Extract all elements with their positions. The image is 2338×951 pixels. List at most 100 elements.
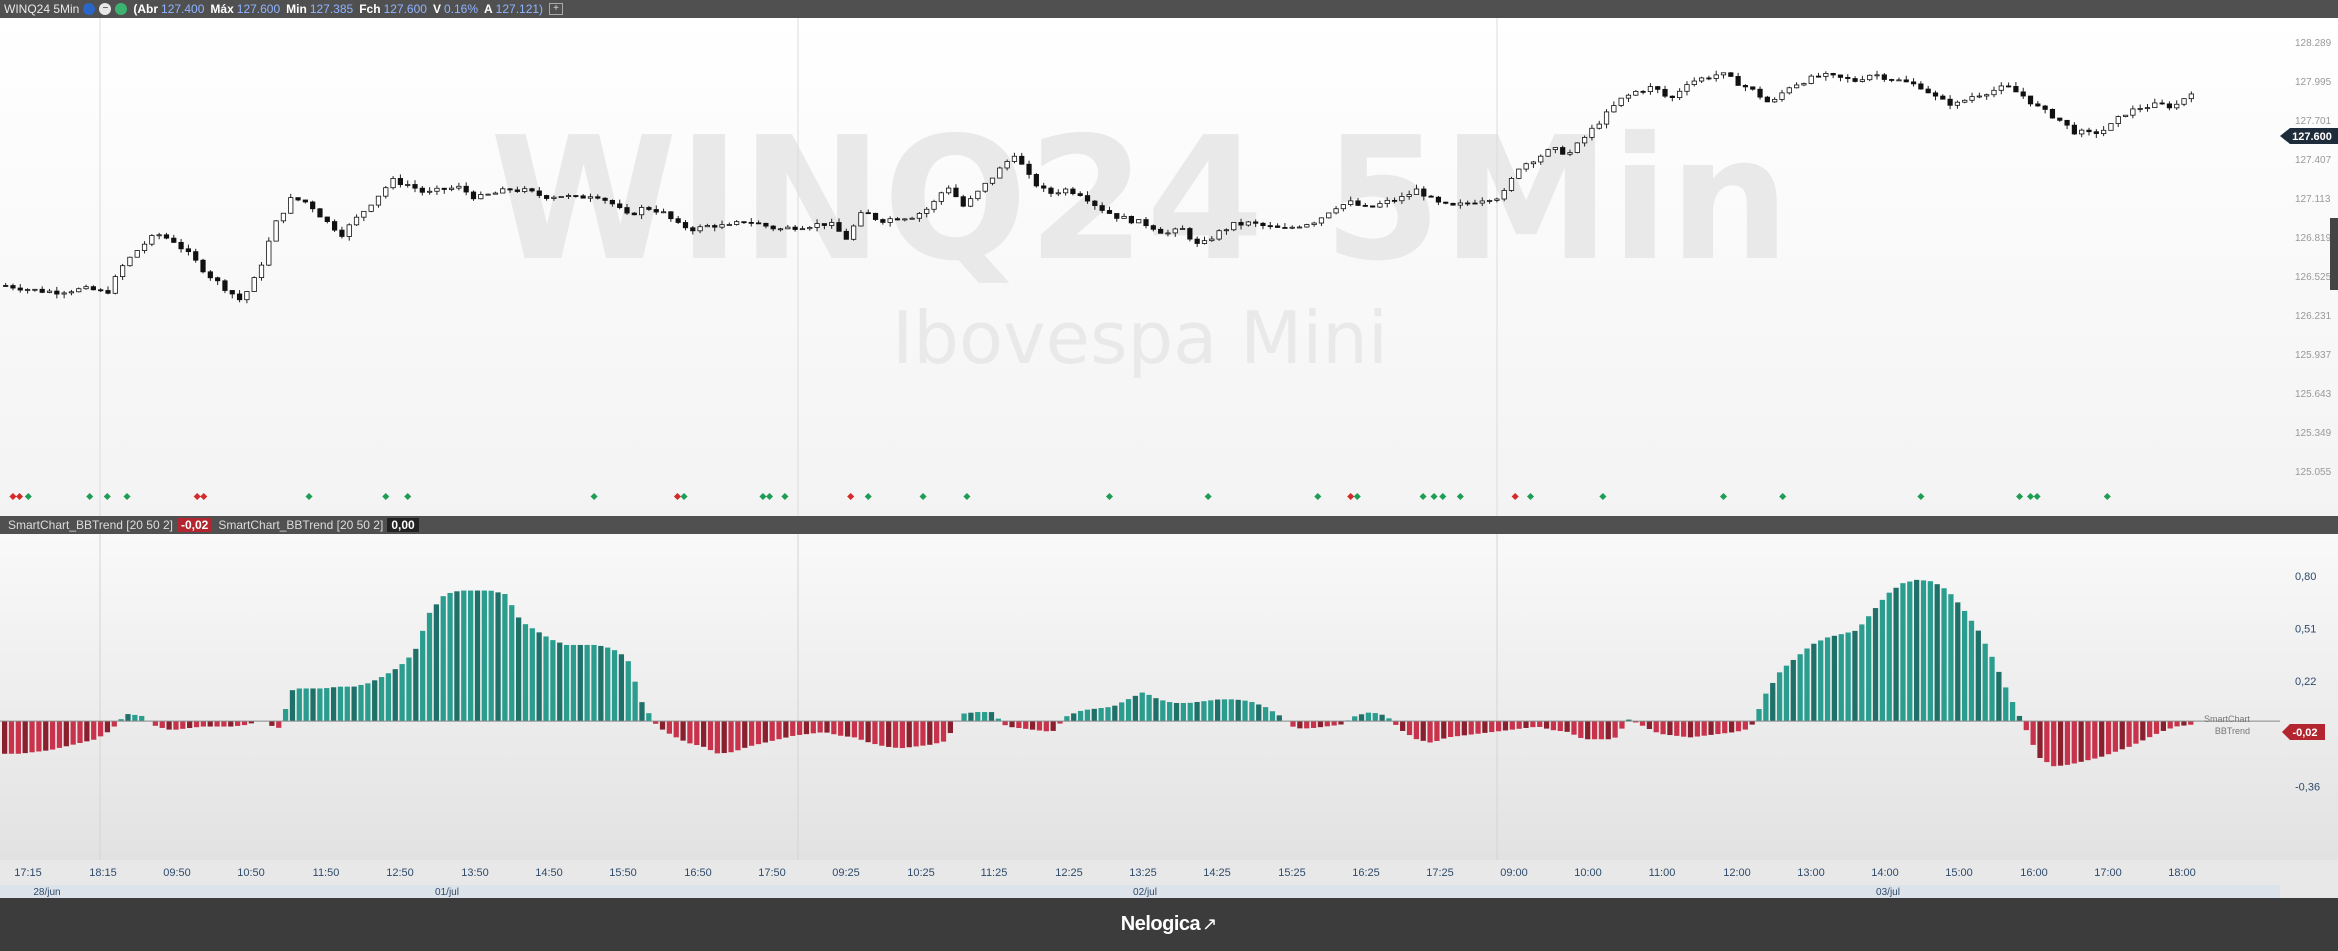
- candle-body: [1304, 224, 1310, 228]
- histogram-bar: [214, 721, 220, 727]
- histogram-bar: [968, 712, 974, 722]
- histogram-bar: [15, 721, 21, 754]
- signal-marker: [382, 492, 390, 501]
- histogram-bar: [1228, 699, 1234, 722]
- candle-body: [836, 222, 842, 232]
- candle-body: [1750, 86, 1756, 90]
- histogram-bar: [1742, 721, 1748, 730]
- histogram-bar: [56, 721, 63, 748]
- histogram-bar: [1036, 721, 1043, 731]
- candle-body: [324, 216, 330, 222]
- histogram-bar: [1735, 721, 1742, 732]
- time-label: 15:25: [1278, 867, 1306, 879]
- candle-body: [134, 250, 140, 258]
- histogram-bar: [1249, 702, 1255, 722]
- histogram-bar: [200, 721, 206, 727]
- histogram-bar: [838, 721, 844, 736]
- candle-body: [1084, 195, 1091, 202]
- histogram-bar: [981, 712, 988, 722]
- histogram-bar: [1941, 588, 1947, 722]
- histogram-bar: [330, 687, 337, 722]
- candle-body: [1633, 90, 1639, 96]
- candle-body: [821, 223, 827, 226]
- time-axis[interactable]: 17:15 18:15 09:50 10:50 11:50 12:50 13:50 14:50…: [0, 860, 2338, 898]
- candle-body: [141, 243, 148, 251]
- histogram-bar: [1029, 721, 1036, 730]
- candle-body: [1918, 83, 1924, 90]
- side-panel-handle[interactable]: [2330, 218, 2338, 290]
- candle-body: [2027, 95, 2034, 105]
- histogram-bar: [742, 721, 748, 748]
- histogram-bar: [1694, 721, 1700, 737]
- status-icon[interactable]: [115, 3, 128, 15]
- histogram-bar: [1125, 699, 1132, 722]
- candle-body: [112, 276, 118, 294]
- candle-body: [1231, 222, 1237, 231]
- histogram-bar: [790, 721, 796, 736]
- candle-body: [448, 187, 455, 190]
- signal-marker: [2026, 492, 2035, 501]
- indicator-chart-svg[interactable]: 0,800,510,22-0,07-0,36 SmartChart BBTren…: [0, 534, 2338, 860]
- candle-body: [587, 196, 594, 199]
- time-label: 09:50: [163, 867, 191, 879]
- histogram-bar: [1201, 701, 1207, 722]
- candle-body: [456, 185, 462, 189]
- candle-body: [1896, 79, 1902, 82]
- candle-body: [880, 219, 886, 223]
- high-value: 127.600: [236, 2, 281, 16]
- histogram-bar: [118, 719, 124, 722]
- candle-body: [478, 194, 484, 200]
- histogram-bar: [1845, 632, 1851, 722]
- histogram-bar: [1667, 721, 1673, 736]
- symbol-label[interactable]: WINQ24 5Min: [4, 2, 80, 16]
- histogram-bar: [2051, 721, 2057, 767]
- last-price-value: 127.600: [2292, 131, 2332, 143]
- histogram-bar: [1934, 584, 1940, 722]
- candle-body: [543, 195, 550, 199]
- candle-body: [1465, 202, 1471, 205]
- histogram-bar: [2078, 721, 2084, 762]
- histogram-bar: [817, 721, 823, 733]
- candle-body: [10, 285, 16, 289]
- candle-body: [872, 212, 879, 220]
- candle-body: [1523, 163, 1529, 170]
- histogram-bar: [687, 721, 693, 744]
- signal-marker: [16, 492, 24, 501]
- candle-body: [1413, 188, 1420, 195]
- histogram-bar: [824, 721, 830, 733]
- candle-body: [2005, 85, 2012, 88]
- candle-body: [1815, 75, 1822, 78]
- histogram-bar: [1454, 721, 1461, 737]
- candle-body: [609, 200, 615, 205]
- candle-body: [39, 288, 45, 293]
- price-chart-pane[interactable]: WINQ24 5Min Ibovespa Mini 128.289 127.995…: [0, 18, 2338, 516]
- candle-body: [1962, 99, 1968, 103]
- price-axis: 128.289 127.995 127.701 127.407 127.113 126.8…: [2295, 38, 2332, 478]
- histogram-bar: [1619, 721, 1625, 729]
- indicator-label-1[interactable]: SmartChart_BBTrend [20 50 2]: [8, 518, 173, 532]
- histogram-bar: [940, 721, 947, 742]
- histogram-bar: [187, 721, 193, 729]
- candle-body: [741, 221, 747, 224]
- candle-body: [697, 226, 703, 232]
- settings-icon[interactable]: [83, 3, 96, 15]
- candle-body: [178, 241, 184, 250]
- minimize-icon[interactable]: −: [99, 3, 112, 15]
- candle-body: [185, 248, 192, 253]
- candle-body: [1538, 155, 1544, 163]
- add-study-button[interactable]: +: [549, 3, 564, 15]
- histogram-bar: [509, 605, 515, 722]
- indicator-pane[interactable]: 0,800,510,22-0,07-0,36 SmartChart BBTren…: [0, 534, 2338, 860]
- indicator-tick-label: 0,80: [2295, 571, 2316, 583]
- candle-body: [690, 227, 696, 232]
- candle-body: [1033, 174, 1039, 187]
- price-chart-svg[interactable]: WINQ24 5Min Ibovespa Mini 128.289 127.995…: [0, 18, 2338, 516]
- histogram-bar: [1646, 721, 1653, 730]
- price-tick-label: 127.995: [2295, 77, 2332, 88]
- histogram-bar: [1153, 698, 1159, 722]
- candle-body: [1421, 188, 1427, 197]
- histogram-bar: [1900, 583, 1906, 722]
- indicator-label-2[interactable]: SmartChart_BBTrend [20 50 2]: [218, 518, 384, 532]
- candle-body: [1326, 212, 1332, 219]
- candle-body: [1253, 221, 1259, 224]
